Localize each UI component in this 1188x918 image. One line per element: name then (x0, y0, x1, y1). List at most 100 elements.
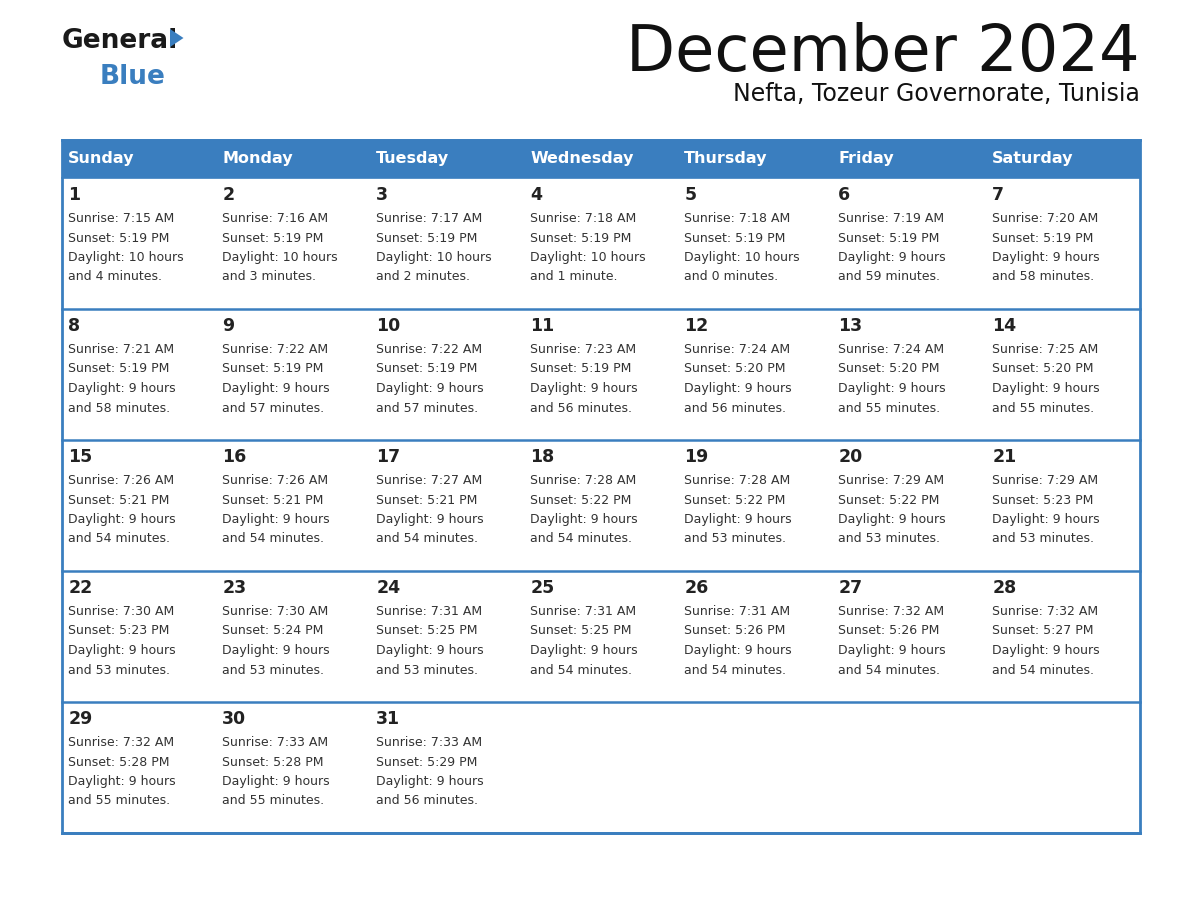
Text: Sunrise: 7:27 AM: Sunrise: 7:27 AM (377, 474, 482, 487)
Text: and 55 minutes.: and 55 minutes. (839, 401, 940, 415)
Text: Sunrise: 7:18 AM: Sunrise: 7:18 AM (530, 212, 637, 225)
Text: Daylight: 9 hours: Daylight: 9 hours (992, 513, 1100, 526)
Text: and 54 minutes.: and 54 minutes. (530, 532, 632, 545)
Text: 26: 26 (684, 579, 708, 597)
Text: Sunset: 5:23 PM: Sunset: 5:23 PM (68, 624, 170, 637)
Text: 15: 15 (68, 448, 93, 466)
Text: Daylight: 9 hours: Daylight: 9 hours (839, 513, 946, 526)
Text: Sunset: 5:20 PM: Sunset: 5:20 PM (684, 363, 785, 375)
Text: Sunset: 5:26 PM: Sunset: 5:26 PM (839, 624, 940, 637)
Text: Sunrise: 7:32 AM: Sunrise: 7:32 AM (839, 605, 944, 618)
Text: Sunset: 5:25 PM: Sunset: 5:25 PM (530, 624, 632, 637)
Bar (62, 702, 1140, 833)
Text: Sunrise: 7:19 AM: Sunrise: 7:19 AM (839, 212, 944, 225)
Text: Sunrise: 7:18 AM: Sunrise: 7:18 AM (684, 212, 790, 225)
Text: Monday: Monday (222, 151, 292, 166)
Text: 14: 14 (992, 317, 1016, 335)
Text: Sunrise: 7:24 AM: Sunrise: 7:24 AM (839, 343, 944, 356)
Text: Sunset: 5:28 PM: Sunset: 5:28 PM (222, 756, 323, 768)
Text: Sunset: 5:19 PM: Sunset: 5:19 PM (530, 363, 632, 375)
Text: Sunrise: 7:32 AM: Sunrise: 7:32 AM (992, 605, 1098, 618)
Text: 18: 18 (530, 448, 555, 466)
Text: Sunrise: 7:33 AM: Sunrise: 7:33 AM (222, 736, 328, 749)
Text: Sunrise: 7:15 AM: Sunrise: 7:15 AM (68, 212, 175, 225)
Text: 25: 25 (530, 579, 555, 597)
Text: Sunset: 5:20 PM: Sunset: 5:20 PM (839, 363, 940, 375)
Text: Sunrise: 7:21 AM: Sunrise: 7:21 AM (68, 343, 175, 356)
Text: and 59 minutes.: and 59 minutes. (839, 271, 940, 284)
Text: Sunset: 5:21 PM: Sunset: 5:21 PM (68, 494, 170, 507)
Text: Sunrise: 7:31 AM: Sunrise: 7:31 AM (377, 605, 482, 618)
Text: Daylight: 9 hours: Daylight: 9 hours (68, 513, 176, 526)
Text: and 56 minutes.: and 56 minutes. (377, 794, 478, 808)
Text: 11: 11 (530, 317, 555, 335)
Text: 21: 21 (992, 448, 1017, 466)
Text: Tuesday: Tuesday (377, 151, 449, 166)
Text: 9: 9 (222, 317, 234, 335)
Text: Daylight: 9 hours: Daylight: 9 hours (222, 775, 330, 788)
Text: 12: 12 (684, 317, 708, 335)
Text: and 58 minutes.: and 58 minutes. (68, 401, 170, 415)
Text: and 2 minutes.: and 2 minutes. (377, 271, 470, 284)
Text: Daylight: 9 hours: Daylight: 9 hours (530, 382, 638, 395)
Text: Daylight: 9 hours: Daylight: 9 hours (992, 251, 1100, 264)
Text: Sunrise: 7:24 AM: Sunrise: 7:24 AM (684, 343, 790, 356)
Text: Daylight: 10 hours: Daylight: 10 hours (68, 251, 184, 264)
Text: 22: 22 (68, 579, 93, 597)
Text: and 53 minutes.: and 53 minutes. (992, 532, 1094, 545)
Text: Sunrise: 7:25 AM: Sunrise: 7:25 AM (992, 343, 1099, 356)
Text: Saturday: Saturday (992, 151, 1074, 166)
Text: and 55 minutes.: and 55 minutes. (222, 794, 324, 808)
Text: Daylight: 9 hours: Daylight: 9 hours (684, 513, 791, 526)
Text: and 55 minutes.: and 55 minutes. (68, 794, 170, 808)
Text: Sunrise: 7:17 AM: Sunrise: 7:17 AM (377, 212, 482, 225)
Text: Sunset: 5:19 PM: Sunset: 5:19 PM (992, 231, 1093, 244)
Text: Friday: Friday (839, 151, 893, 166)
Text: 8: 8 (68, 317, 81, 335)
Text: Daylight: 9 hours: Daylight: 9 hours (68, 644, 176, 657)
Text: and 54 minutes.: and 54 minutes. (68, 532, 170, 545)
Text: 28: 28 (992, 579, 1017, 597)
Text: 3: 3 (377, 186, 388, 204)
Text: and 55 minutes.: and 55 minutes. (992, 401, 1094, 415)
Text: Sunrise: 7:29 AM: Sunrise: 7:29 AM (839, 474, 944, 487)
Text: Sunset: 5:24 PM: Sunset: 5:24 PM (222, 624, 323, 637)
Text: Sunrise: 7:30 AM: Sunrise: 7:30 AM (222, 605, 328, 618)
Text: Sunrise: 7:22 AM: Sunrise: 7:22 AM (377, 343, 482, 356)
Text: 29: 29 (68, 710, 93, 728)
Polygon shape (170, 29, 183, 47)
Text: and 1 minute.: and 1 minute. (530, 271, 618, 284)
Text: Sunset: 5:19 PM: Sunset: 5:19 PM (530, 231, 632, 244)
Text: Sunset: 5:19 PM: Sunset: 5:19 PM (377, 231, 478, 244)
Text: Daylight: 9 hours: Daylight: 9 hours (684, 644, 791, 657)
Text: Sunset: 5:19 PM: Sunset: 5:19 PM (377, 363, 478, 375)
Text: Sunset: 5:22 PM: Sunset: 5:22 PM (839, 494, 940, 507)
Bar (62, 140, 1140, 833)
Text: and 54 minutes.: and 54 minutes. (530, 664, 632, 677)
Text: 10: 10 (377, 317, 400, 335)
Text: and 56 minutes.: and 56 minutes. (530, 401, 632, 415)
Text: Thursday: Thursday (684, 151, 767, 166)
Text: Sunset: 5:19 PM: Sunset: 5:19 PM (222, 231, 323, 244)
Text: and 53 minutes.: and 53 minutes. (377, 664, 478, 677)
Text: Sunset: 5:20 PM: Sunset: 5:20 PM (992, 363, 1094, 375)
Text: and 53 minutes.: and 53 minutes. (222, 664, 324, 677)
Text: 1: 1 (68, 186, 81, 204)
Text: Sunset: 5:21 PM: Sunset: 5:21 PM (377, 494, 478, 507)
Text: 5: 5 (684, 186, 696, 204)
Text: 13: 13 (839, 317, 862, 335)
Text: Sunset: 5:29 PM: Sunset: 5:29 PM (377, 756, 478, 768)
Text: Daylight: 9 hours: Daylight: 9 hours (68, 382, 176, 395)
Text: Daylight: 10 hours: Daylight: 10 hours (530, 251, 646, 264)
Text: 20: 20 (839, 448, 862, 466)
Text: Sunday: Sunday (68, 151, 134, 166)
Text: Sunrise: 7:31 AM: Sunrise: 7:31 AM (530, 605, 637, 618)
Text: Daylight: 10 hours: Daylight: 10 hours (377, 251, 492, 264)
Text: Sunset: 5:19 PM: Sunset: 5:19 PM (684, 231, 785, 244)
Text: Daylight: 9 hours: Daylight: 9 hours (377, 513, 484, 526)
Text: General: General (62, 28, 178, 54)
Text: 31: 31 (377, 710, 400, 728)
Text: Sunset: 5:25 PM: Sunset: 5:25 PM (377, 624, 478, 637)
Text: and 57 minutes.: and 57 minutes. (377, 401, 479, 415)
Text: and 54 minutes.: and 54 minutes. (377, 532, 478, 545)
